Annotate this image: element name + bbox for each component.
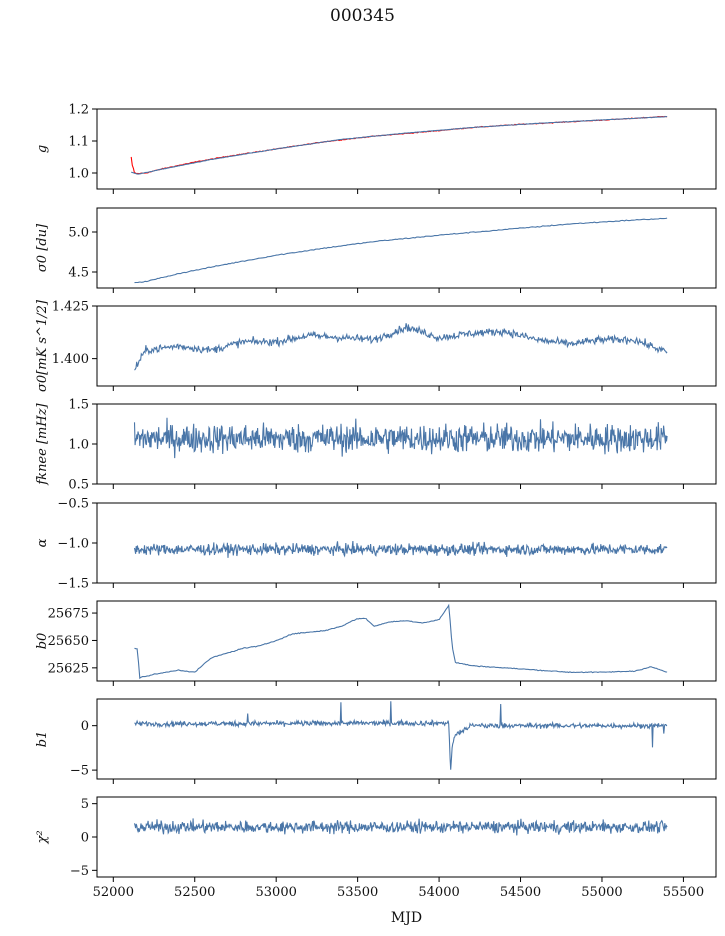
y-axis-label-1: σ0 [du]	[35, 223, 50, 272]
y-tick-label-4-1: −1.0	[57, 537, 89, 552]
y-tick-label-7-0: −5	[70, 864, 89, 879]
y-tick-label-5-2: 25675	[48, 607, 89, 622]
y-tick-label-6-0: −5	[70, 764, 89, 779]
plot-frame-4	[96, 502, 717, 584]
series-line-6-0	[134, 701, 668, 770]
y-tick-label-2-1: 1.425	[52, 300, 89, 315]
y-tick-label-3-2: 1.5	[68, 398, 89, 413]
series-line-3-0	[133, 417, 668, 459]
y-tick-label-0-2: 1.2	[68, 103, 89, 118]
y-tick-label-3-0: 0.5	[68, 478, 89, 493]
plot-frame-6	[96, 698, 717, 780]
y-axis-label-3: fknee [mHz]	[35, 402, 50, 485]
y-axis-label-5: b0	[35, 633, 50, 650]
x-tick-label-0: 52000	[93, 885, 134, 900]
y-axis-label-2: σ0[mK s^1/2]	[35, 299, 50, 392]
series-line-2-0	[134, 323, 668, 371]
plot-frame-7	[96, 796, 717, 878]
series-line-4-0	[133, 540, 668, 558]
x-tick-label-4: 54000	[418, 885, 459, 900]
y-tick-label-0-1: 1.1	[68, 135, 89, 150]
x-tick-label-5: 54500	[500, 885, 541, 900]
y-tick-label-5-1: 25650	[48, 634, 89, 649]
y-axis-label-6: b1	[35, 731, 50, 748]
y-tick-label-5-0: 25625	[48, 661, 89, 676]
y-tick-label-4-0: −1.5	[57, 577, 89, 592]
plot-frame-5	[96, 600, 717, 682]
y-tick-label-0-0: 1.0	[68, 167, 89, 182]
series-line-0-1	[131, 116, 668, 175]
series-line-5-0	[134, 603, 668, 680]
y-axis-label-0: g	[35, 145, 50, 153]
series-line-1-0	[134, 217, 668, 284]
y-tick-label-1-0: 4.5	[68, 266, 89, 281]
x-tick-label-3: 53500	[337, 885, 378, 900]
x-tick-label-1: 52500	[174, 885, 215, 900]
y-tick-label-2-0: 1.400	[52, 352, 89, 367]
y-tick-label-7-2: 5	[81, 797, 89, 812]
y-tick-label-3-1: 1.0	[68, 438, 89, 453]
series-line-0-0	[130, 115, 668, 175]
x-tick-label-7: 55500	[663, 885, 704, 900]
figure-title: 000345	[330, 6, 395, 26]
y-axis-label-7: χ²	[35, 830, 50, 844]
y-tick-label-6-1: 0	[81, 719, 89, 734]
plot-frame-2	[96, 305, 717, 387]
plot-frame-1	[96, 207, 717, 289]
plot-frame-0	[96, 108, 717, 190]
y-tick-label-7-1: 0	[81, 831, 89, 846]
y-axis-label-4: α	[35, 538, 50, 547]
x-axis-label: MJD	[391, 910, 422, 926]
x-tick-label-2: 53000	[256, 885, 297, 900]
series-line-7-0	[133, 818, 668, 836]
y-tick-label-4-2: −0.5	[57, 497, 89, 512]
x-tick-label-6: 55000	[581, 885, 622, 900]
y-tick-label-1-1: 5.0	[68, 226, 89, 241]
